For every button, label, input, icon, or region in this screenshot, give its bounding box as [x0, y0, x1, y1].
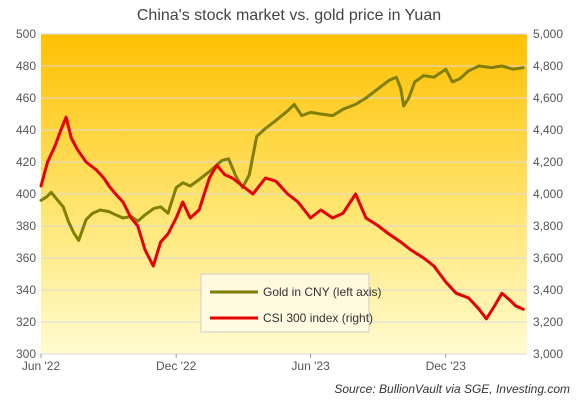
- series-layer: [39, 64, 525, 321]
- y-left-tick-label: 340: [16, 283, 36, 297]
- y-right-tick-label: 4,800: [533, 59, 563, 73]
- y-right-tick-label: 5,000: [533, 27, 563, 41]
- y-right-tick-label: 4,200: [533, 155, 563, 169]
- y-left-tick-label: 320: [16, 315, 36, 329]
- y-right-tick-label: 3,200: [533, 315, 563, 329]
- x-tick-label: Jun '23: [291, 359, 330, 373]
- y-right-tick-label: 4,000: [533, 187, 563, 201]
- y-left-tick-label: 440: [16, 123, 36, 137]
- legend: Gold in CNY (left axis) CSI 300 index (r…: [200, 273, 381, 333]
- y-left-tick-label: 400: [16, 187, 36, 201]
- series-line-csi300: [39, 115, 525, 321]
- y-right-tick-label: 3,400: [533, 283, 563, 297]
- y-left-tick-label: 420: [16, 155, 36, 169]
- legend-label-gold: Gold in CNY (left axis): [263, 285, 381, 299]
- source-note: Source: BullionVault via SGE, Investing.…: [334, 382, 570, 396]
- y-right-tick-label: 4,400: [533, 123, 563, 137]
- y-right-tick-label: 3,000: [533, 347, 563, 361]
- legend-label-csi300: CSI 300 index (right): [263, 311, 373, 325]
- x-tick-label: Dec '23: [426, 359, 467, 373]
- x-tick-label: Jun '22: [22, 359, 61, 373]
- y-axis-left: 300 320 340 360 380 400 420 440 460 480 500: [16, 27, 36, 361]
- legend-box: [200, 273, 370, 333]
- series-line-gold: [39, 64, 525, 242]
- y-left-tick-label: 360: [16, 251, 36, 265]
- y-right-tick-label: 3,800: [533, 219, 563, 233]
- y-left-tick-label: 500: [16, 27, 36, 41]
- y-right-tick-label: 4,600: [533, 91, 563, 105]
- y-left-tick-label: 380: [16, 219, 36, 233]
- y-left-tick-label: 480: [16, 59, 36, 73]
- y-right-tick-label: 3,600: [533, 251, 563, 265]
- y-axis-right: 3,000 3,200 3,400 3,600 3,800 4,000 4,200 4,400…: [533, 27, 563, 361]
- chart-title: China's stock market vs. gold price in Y…: [137, 7, 441, 24]
- y-left-tick-label: 460: [16, 91, 36, 105]
- x-tick-label: Dec '22: [156, 359, 197, 373]
- y-left-tick-label: 300: [16, 347, 36, 361]
- x-axis: Jun '22 Dec '22 Jun '23 Dec '23: [22, 354, 466, 373]
